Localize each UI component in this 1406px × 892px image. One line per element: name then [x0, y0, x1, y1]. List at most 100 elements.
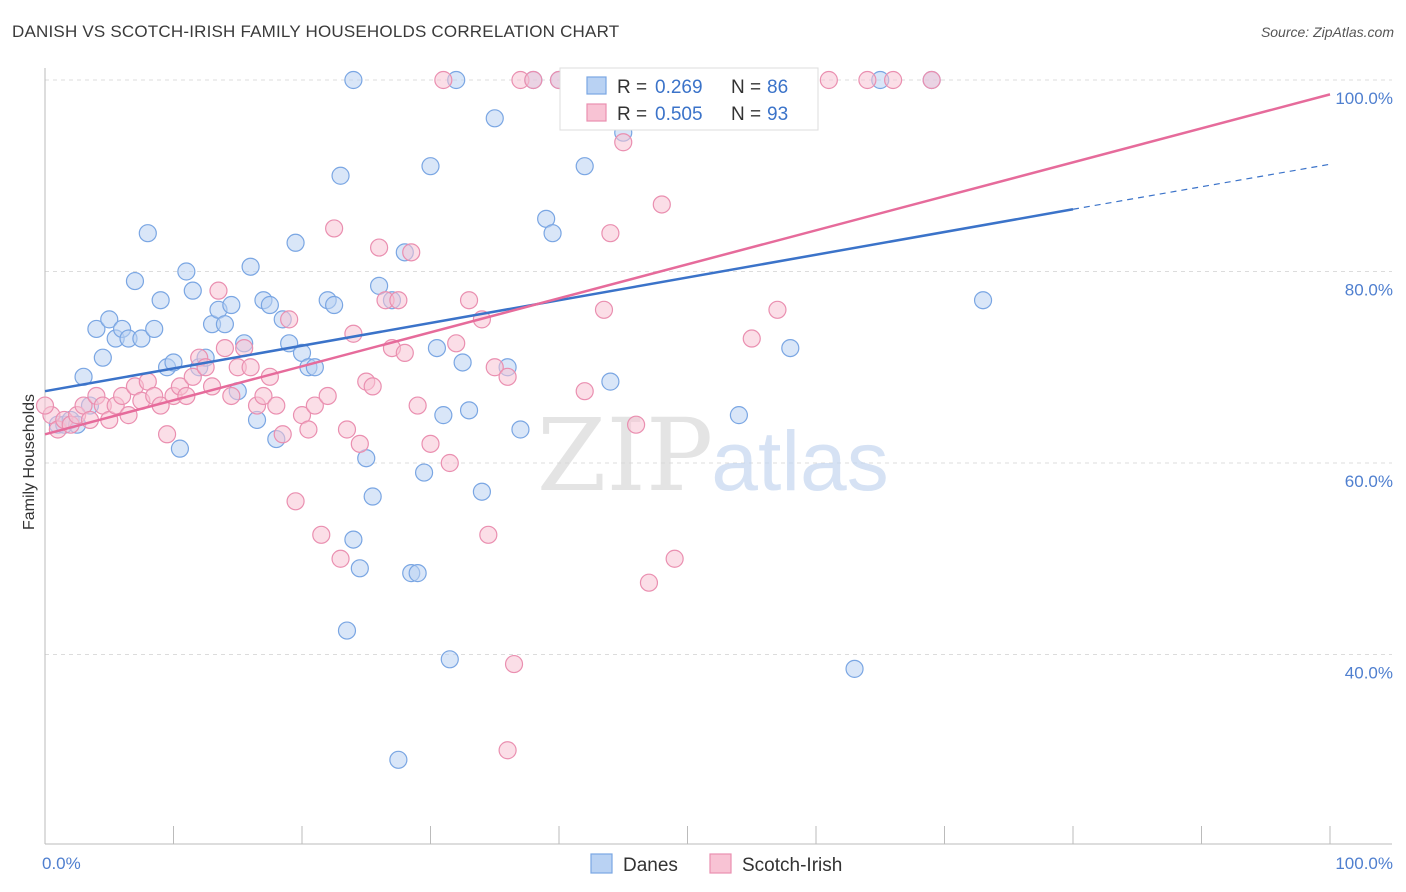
point-danes — [543, 224, 562, 243]
legend-swatch-danes — [586, 76, 607, 95]
point-danes — [286, 233, 305, 252]
point-scotch-irish — [209, 281, 228, 300]
point-scotch-irish — [35, 396, 55, 415]
x-tick-label: 100.0% — [1335, 854, 1393, 873]
point-danes — [973, 291, 993, 310]
point-scotch-irish — [922, 70, 941, 90]
x-tick-label: 0.0% — [42, 854, 81, 873]
point-scotch-irish — [370, 238, 389, 257]
point-scotch-irish — [768, 300, 787, 319]
point-scotch-irish — [479, 525, 498, 544]
point-scotch-irish — [389, 291, 408, 310]
point-scotch-irish — [498, 367, 517, 386]
point-danes — [845, 659, 864, 678]
point-danes — [485, 109, 504, 128]
point-scotch-irish — [337, 420, 357, 439]
chart-source: Source: ZipAtlas.com — [1260, 24, 1394, 40]
point-scotch-irish — [215, 339, 234, 358]
point-danes — [453, 353, 472, 372]
point-danes — [440, 650, 459, 669]
point-scotch-irish — [504, 654, 524, 674]
point-scotch-irish — [183, 367, 202, 386]
point-scotch-irish — [222, 386, 241, 406]
legend-swatch-scotch-irish — [586, 103, 607, 122]
point-scotch-irish — [402, 243, 421, 262]
watermark-zip: ZIP — [537, 397, 713, 514]
point-scotch-irish — [325, 219, 344, 238]
point-scotch-irish — [819, 70, 838, 90]
bottom-legend-swatch-danes — [590, 853, 613, 874]
point-scotch-irish — [305, 396, 324, 415]
point-scotch-irish — [459, 291, 479, 310]
point-scotch-irish — [318, 386, 337, 406]
point-danes — [170, 439, 190, 458]
point-danes — [344, 530, 363, 549]
point-scotch-irish — [273, 425, 292, 444]
data-points — [35, 70, 993, 769]
point-danes — [344, 70, 363, 90]
point-scotch-irish — [575, 382, 594, 401]
point-scotch-irish — [254, 386, 273, 406]
point-scotch-irish — [594, 300, 614, 319]
point-danes — [222, 295, 241, 315]
y-tick-label: 100.0% — [1335, 89, 1393, 108]
point-scotch-irish — [652, 195, 671, 214]
point-scotch-irish — [421, 434, 440, 453]
point-scotch-irish — [280, 310, 299, 329]
point-danes — [601, 372, 620, 391]
point-danes — [781, 339, 800, 358]
point-scotch-irish — [312, 525, 331, 544]
legend-r-label: R = — [617, 77, 647, 98]
point-scotch-irish — [485, 358, 504, 377]
point-scotch-irish — [742, 329, 761, 348]
chart-title: DANISH VS SCOTCH-IRISH FAMILY HOUSEHOLDS… — [12, 22, 620, 41]
point-scotch-irish — [665, 549, 684, 568]
point-danes — [421, 157, 440, 176]
point-scotch-irish — [883, 70, 903, 90]
point-scotch-irish — [408, 396, 427, 415]
point-scotch-irish — [639, 573, 659, 592]
point-scotch-irish — [434, 70, 453, 90]
trend-line-scotch-irish — [44, 93, 1331, 436]
point-danes — [459, 401, 479, 420]
point-danes — [575, 157, 594, 176]
point-danes — [145, 319, 164, 339]
point-scotch-irish — [498, 741, 517, 760]
point-scotch-irish — [440, 453, 459, 473]
point-danes — [132, 329, 151, 348]
point-scotch-irish — [344, 324, 363, 343]
point-danes — [138, 224, 157, 243]
trend-line-danes — [44, 208, 1074, 393]
point-scotch-irish — [524, 70, 543, 90]
point-scotch-irish — [858, 70, 877, 90]
legend-n-label: N = — [731, 104, 761, 125]
point-danes — [87, 319, 106, 339]
point-danes — [183, 281, 202, 300]
legend-r-value-danes: 0.269 — [655, 77, 703, 98]
y-tick-label: 40.0% — [1345, 664, 1393, 683]
legend: R = 0.269 N = 86 R = 0.505 N = 93 — [559, 67, 819, 131]
trend-lines — [44, 93, 1331, 436]
point-danes — [337, 621, 357, 640]
point-scotch-irish — [112, 386, 132, 406]
point-scotch-irish — [626, 415, 646, 434]
point-scotch-irish — [119, 406, 138, 425]
y-axis-label: Family Households — [21, 394, 38, 530]
point-scotch-irish — [363, 377, 382, 396]
point-danes — [363, 487, 382, 506]
point-danes — [215, 315, 234, 334]
legend-r-value-scotch-irish: 0.505 — [655, 104, 703, 125]
point-danes — [350, 559, 369, 578]
point-danes — [241, 257, 260, 276]
point-scotch-irish — [395, 343, 414, 362]
point-danes — [408, 564, 427, 583]
y-tick-label: 80.0% — [1345, 281, 1393, 300]
point-danes — [729, 406, 749, 425]
legend-r-label: R = — [617, 104, 647, 125]
point-danes — [511, 420, 530, 439]
point-scotch-irish — [601, 224, 620, 243]
point-danes — [331, 166, 350, 185]
legend-n-value-danes: 86 — [767, 77, 788, 98]
point-scotch-irish — [447, 334, 466, 353]
